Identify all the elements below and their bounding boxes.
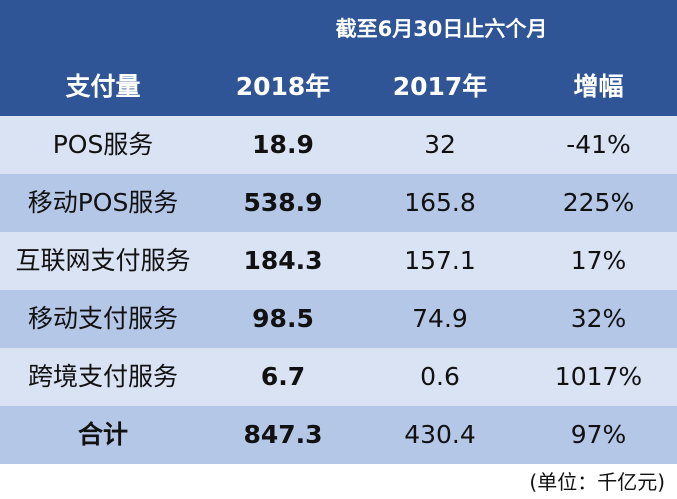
table-cell: 跨境支付服务: [27, 362, 178, 391]
table-row: 移动支付服务 98.5 74.9 32%: [0, 290, 677, 348]
table-cell: 97%: [570, 420, 627, 449]
table-cell: 32: [424, 130, 456, 159]
table-cell: 184.3: [243, 246, 323, 275]
column-header: 2018年: [235, 72, 331, 101]
table-cell: 合计: [77, 420, 128, 449]
period-label: 截至6月30日止六个月: [335, 17, 548, 41]
table-cell: 32%: [570, 304, 627, 333]
column-header: 支付量: [65, 72, 141, 101]
table-cell: 18.9: [252, 130, 314, 159]
table-cell: -41%: [566, 130, 631, 159]
table-row: 移动POS服务 538.9 165.8 225%: [0, 174, 677, 232]
table-row: 互联网支付服务 184.3 157.1 17%: [0, 232, 677, 290]
table-cell: 157.1: [404, 246, 476, 275]
table-cell: 6.7: [260, 362, 306, 391]
table-cell: POS服务: [52, 130, 154, 159]
table-row: POS服务 18.9 32 -41%: [0, 116, 677, 174]
table-row: 合计 847.3 430.4 97%: [0, 406, 677, 464]
table-cell: 1017%: [554, 362, 643, 391]
column-header: 2017年: [392, 72, 488, 101]
table-cell: 移动POS服务: [27, 188, 179, 217]
column-header: 增幅: [573, 72, 624, 101]
table-cell: 17%: [570, 246, 627, 275]
column-header-row: 支付量 2018年 2017年 增幅: [0, 58, 677, 116]
table-cell: 847.3: [243, 420, 323, 449]
table-cell: 165.8: [404, 188, 476, 217]
table-row: 跨境支付服务 6.7 0.6 1017%: [0, 348, 677, 406]
table-cell: 538.9: [243, 188, 323, 217]
table-cell: 0.6: [420, 362, 460, 391]
table-cell: 74.9: [412, 304, 468, 333]
header-row: 截至6月30日止六个月: [0, 0, 677, 58]
table-cell: 互联网支付服务: [15, 246, 191, 275]
table-cell: 225%: [562, 188, 635, 217]
unit-note: (单位：千亿元): [529, 470, 665, 494]
table-cell: 430.4: [404, 420, 476, 449]
table-cell: 移动支付服务: [27, 304, 178, 333]
table-cell: 98.5: [252, 304, 314, 333]
